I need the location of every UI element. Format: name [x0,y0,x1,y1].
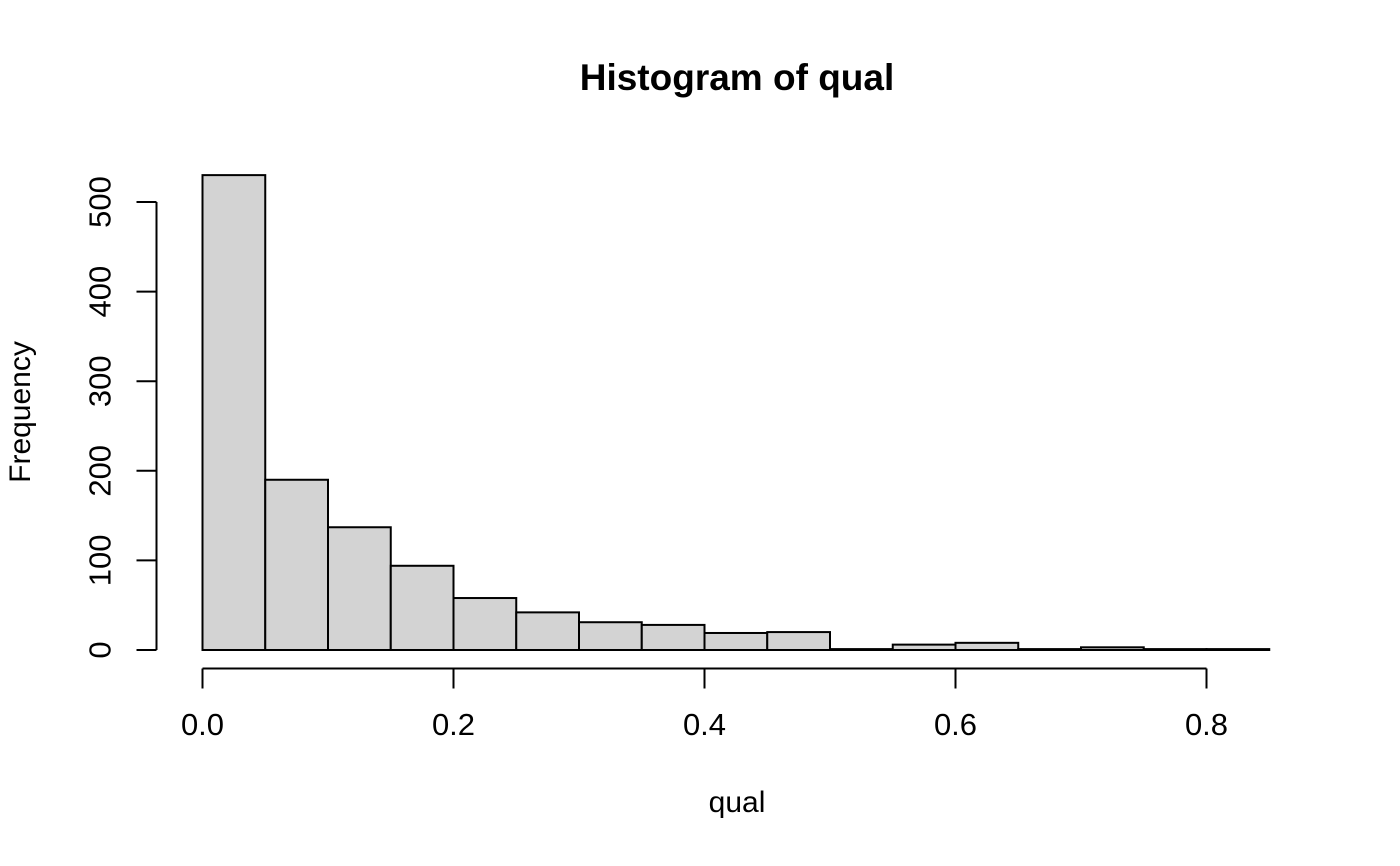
x-tick-label: 0.4 [683,707,726,742]
histogram-bar [327,526,392,651]
x-tick-label: 0.6 [934,707,977,742]
histogram-bar [578,621,643,651]
x-axis-title: qual [709,786,766,819]
y-tick-label: 500 [83,176,118,228]
x-tick-label: 0.8 [1185,707,1228,742]
bars-group [201,174,1271,652]
histogram-bar [515,611,580,651]
histogram-bar [1080,646,1145,651]
axes-group: 0 100 200 300 400 500 0.0 0.2 0.4 0.6 0.8 [83,176,1229,742]
histogram-bar [703,631,769,651]
histogram-bar [1142,648,1208,651]
histogram-bar [1205,648,1271,651]
histogram-bar [1017,648,1082,651]
y-tick-label: 300 [83,355,118,407]
y-tick-label: 400 [83,266,118,318]
histogram-bar [640,623,706,651]
histogram-bar [201,174,267,651]
chart-title: Histogram of qual [580,57,895,98]
histogram-bar [891,643,957,651]
histogram-bar [264,478,329,652]
y-tick-label: 200 [83,445,118,497]
histogram-bar [954,641,1020,652]
histogram-bar [766,631,831,652]
x-tick-label: 0.0 [181,707,224,742]
y-axis-title: Frequency [4,341,37,483]
histogram-bar [829,648,894,651]
histogram-bar [452,597,518,652]
y-tick-label: 0 [83,641,118,658]
histogram-bar [389,564,455,652]
y-tick-label: 100 [83,535,118,587]
x-tick-label: 0.2 [432,707,475,742]
